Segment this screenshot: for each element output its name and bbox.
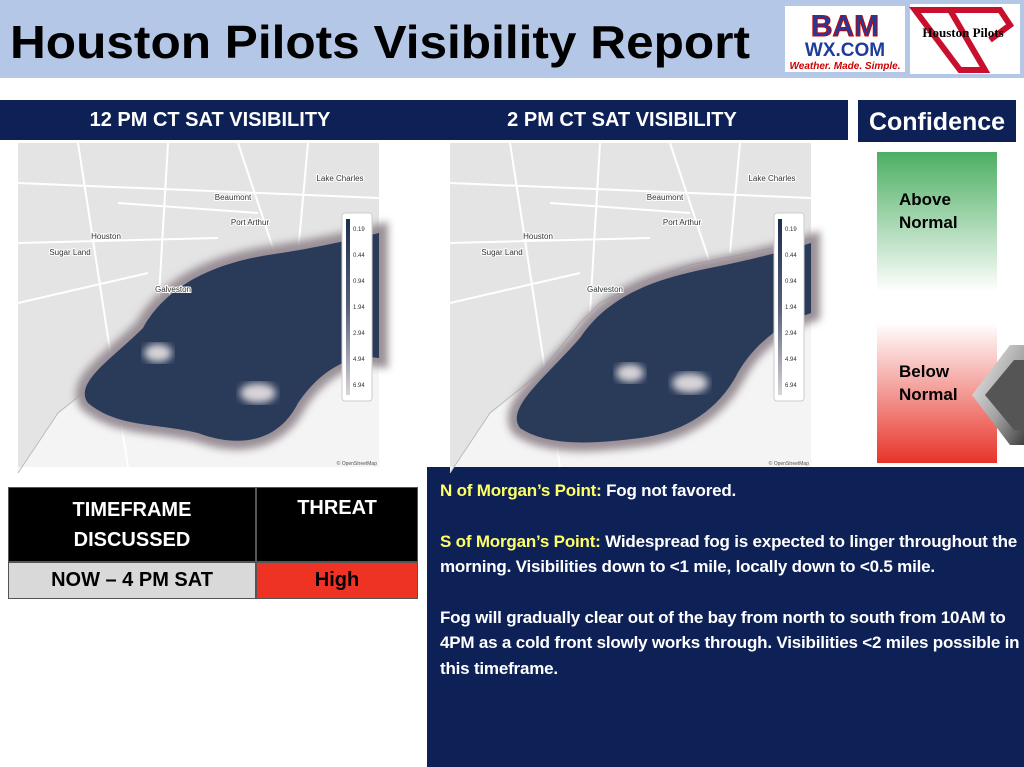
logo-tagline: Weather. Made. Simple. <box>790 61 901 72</box>
map-place: Lake Charles <box>316 174 363 183</box>
legend-label: 0.19 <box>785 227 797 233</box>
map-road <box>297 142 309 254</box>
table-cell: NOW – 4 PM SAT <box>8 562 256 599</box>
confidence-bar <box>858 100 1016 142</box>
table-header: TIMEFRAME DISCUSSED <box>8 487 256 562</box>
map-place: Port Arthur <box>663 218 702 227</box>
map-place: Port Arthur <box>231 218 270 227</box>
logo-bg <box>785 6 905 72</box>
legend-label: 4.94 <box>785 357 797 363</box>
legend-label: 0.44 <box>785 253 797 259</box>
confidence-scale <box>877 152 997 463</box>
map-road <box>669 142 711 264</box>
map-title-bar <box>0 100 848 140</box>
fog <box>516 243 811 443</box>
map-road <box>157 142 169 314</box>
map-credit: © OpenStreetMap <box>337 460 378 467</box>
map-title: 2 PM CT SAT VISIBILITY <box>507 109 737 131</box>
map-road <box>589 142 601 314</box>
note-label: S of Morgan’s Point: <box>440 531 601 551</box>
map-road <box>729 142 741 254</box>
notes: N of Morgan’s Point: Fog not favored. S … <box>440 478 1020 706</box>
table-cell: High <box>256 562 418 599</box>
map-place: Beaumont <box>215 193 252 202</box>
fog-gap <box>672 373 708 393</box>
map-place: Lake Charles <box>748 174 795 183</box>
map-road <box>17 237 219 244</box>
note-text: Fog will gradually clear out of the bay … <box>440 607 1020 678</box>
logo-bam: BAM <box>811 10 879 43</box>
note-text: Widespread fog is expected to linger thr… <box>440 531 1018 577</box>
legend-label: 1.94 <box>785 305 797 311</box>
map-road <box>449 272 581 304</box>
fog-gap <box>240 383 276 403</box>
map-road <box>237 142 279 264</box>
map-place: Galveston <box>587 285 623 294</box>
legend-bar <box>778 219 782 395</box>
fog-gap <box>144 344 172 362</box>
map-title: 12 PM CT SAT VISIBILITY <box>89 109 331 131</box>
logo-pilots: Houston Pilots <box>922 25 1003 40</box>
map-credit: © OpenStreetMap <box>769 460 810 467</box>
map: Lake Charles Beaumont Port Arthur HoustonSu… <box>17 142 388 474</box>
confidence-title: Confidence <box>868 108 1006 136</box>
legend-label: 1.94 <box>353 305 365 311</box>
fog-gap <box>616 364 644 382</box>
legend-label: 0.19 <box>353 227 365 233</box>
logo-mark <box>909 7 1015 73</box>
map-road <box>117 202 259 214</box>
legend-label: 2.94 <box>353 331 365 337</box>
note: N of Morgan’s Point: Fog not favored. <box>440 478 1020 504</box>
map-place: Houston <box>91 232 121 241</box>
map-place: Sugar Land <box>481 248 522 257</box>
notes-box <box>427 467 1024 767</box>
legend-label: 0.94 <box>785 279 797 285</box>
confidence-high: Above Normal <box>899 190 958 232</box>
title: Houston Pilots Visibility Report <box>10 16 750 68</box>
legend-label: 2.94 <box>785 331 797 337</box>
map-place: Galveston <box>155 285 191 294</box>
confidence-pointer-inner <box>985 360 1024 430</box>
legend-label: 4.94 <box>353 357 365 363</box>
map-road <box>549 202 691 214</box>
table-header: THREAT <box>256 487 418 562</box>
fog <box>84 233 379 441</box>
map-road <box>449 182 812 199</box>
map-place: Sugar Land <box>49 248 90 257</box>
map-road <box>17 182 380 199</box>
legend-label: 6.94 <box>785 383 797 389</box>
note-label: N of Morgan’s Point: <box>440 481 602 500</box>
map-place: Houston <box>523 232 553 241</box>
logo-wx: WX.COM <box>805 40 885 61</box>
map-place: Beaumont <box>647 193 684 202</box>
map-road <box>449 237 651 244</box>
legend-label: 0.44 <box>353 253 365 259</box>
note: Fog will gradually clear out of the bay … <box>440 605 1020 682</box>
note-text: Fog not favored. <box>606 481 737 500</box>
legend-label: 0.94 <box>353 279 365 285</box>
map: Lake Charles Beaumont Port Arthur HoustonSu… <box>449 142 820 474</box>
legend-label: 6.94 <box>353 383 365 389</box>
map-road <box>17 272 149 304</box>
note: S of Morgan’s Point: Widespread fog is e… <box>440 529 1020 580</box>
legend-bar <box>346 219 350 395</box>
confidence-low: Below Normal <box>899 362 958 404</box>
